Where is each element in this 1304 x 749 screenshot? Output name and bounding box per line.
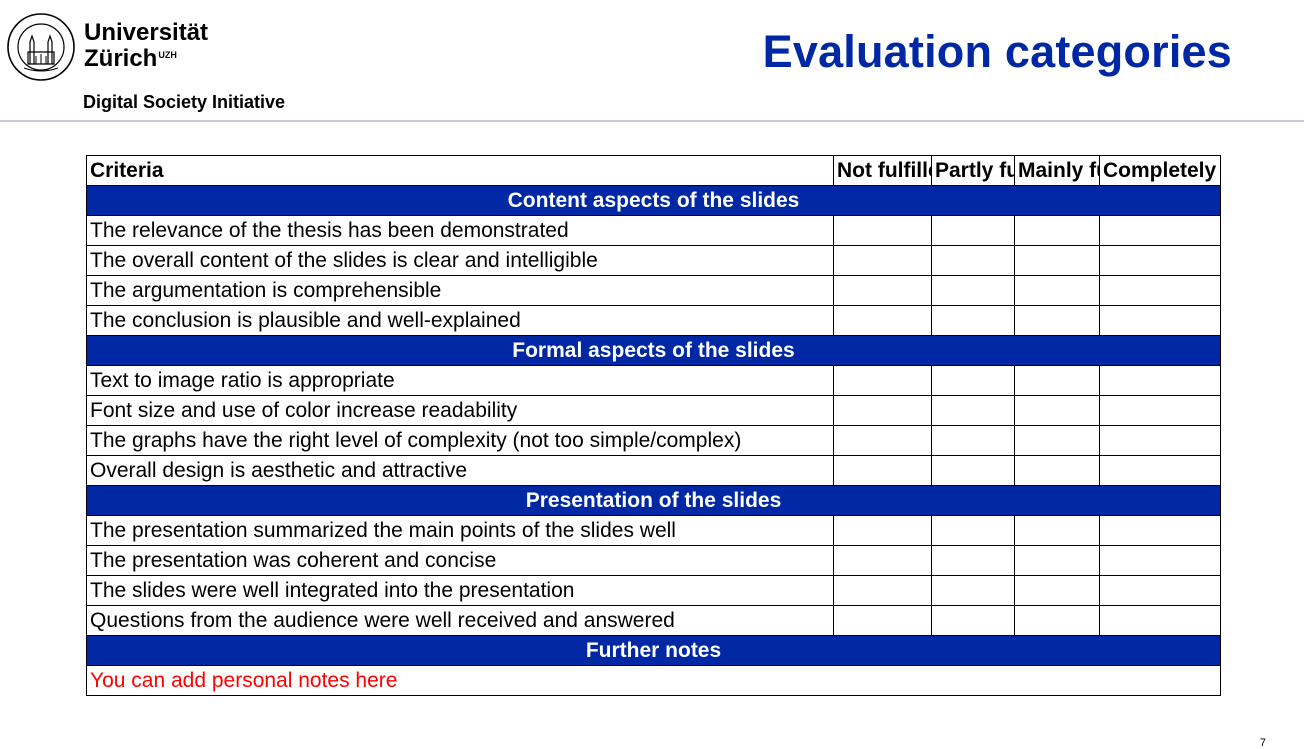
table-row: The presentation was coherent and concis… xyxy=(86,545,1221,576)
table-header-row: Criteria Not fulfilled Partly fulfilled … xyxy=(86,155,1221,186)
rating-cell-completely-fulfilled[interactable] xyxy=(1099,515,1221,546)
rating-cell-mainly-fulfilled[interactable] xyxy=(1014,545,1100,576)
notes-field[interactable]: You can add personal notes here xyxy=(86,665,1221,696)
section-title: Presentation of the slides xyxy=(86,485,1221,516)
rating-cell-mainly-fulfilled[interactable] xyxy=(1014,395,1100,426)
table-row: Questions from the audience were well re… xyxy=(86,605,1221,636)
rating-cell-partly-fulfilled[interactable] xyxy=(931,515,1015,546)
table-row: The slides were well integrated into the… xyxy=(86,575,1221,606)
section-header-row: Presentation of the slides xyxy=(86,485,1221,516)
rating-cell-completely-fulfilled[interactable] xyxy=(1099,545,1221,576)
rating-cell-mainly-fulfilled[interactable] xyxy=(1014,425,1100,456)
table-row: The relevance of the thesis has been dem… xyxy=(86,215,1221,246)
university-seal-logo xyxy=(7,13,75,81)
slide-title: Evaluation categories xyxy=(762,26,1232,77)
rating-cell-not-fulfilled[interactable] xyxy=(833,425,932,456)
rating-cell-partly-fulfilled[interactable] xyxy=(931,215,1015,246)
column-header-completely-fulfilled: Completely fulfilled xyxy=(1099,155,1221,186)
table-row: Font size and use of color increase read… xyxy=(86,395,1221,426)
rating-cell-not-fulfilled[interactable] xyxy=(833,245,932,276)
criterion-label: The graphs have the right level of compl… xyxy=(86,425,834,456)
criterion-label: The presentation was coherent and concis… xyxy=(86,545,834,576)
section-title: Content aspects of the slides xyxy=(86,185,1221,216)
notes-header: Further notes xyxy=(86,635,1221,666)
notes-header-row: Further notes xyxy=(86,635,1221,666)
rating-cell-not-fulfilled[interactable] xyxy=(833,275,932,306)
rating-cell-partly-fulfilled[interactable] xyxy=(931,605,1015,636)
rating-cell-completely-fulfilled[interactable] xyxy=(1099,395,1221,426)
rating-cell-completely-fulfilled[interactable] xyxy=(1099,305,1221,336)
rating-cell-mainly-fulfilled[interactable] xyxy=(1014,605,1100,636)
rating-cell-not-fulfilled[interactable] xyxy=(833,545,932,576)
rating-cell-partly-fulfilled[interactable] xyxy=(931,305,1015,336)
initiative-name: Digital Society Initiative xyxy=(83,92,286,112)
table-row: The presentation summarized the main poi… xyxy=(86,515,1221,546)
section-title: Formal aspects of the slides xyxy=(86,335,1221,366)
university-city: Zürich xyxy=(84,45,158,72)
table-row: Overall design is aesthetic and attracti… xyxy=(86,455,1221,486)
university-name: Universität ZürichUZH xyxy=(84,20,208,72)
rating-cell-completely-fulfilled[interactable] xyxy=(1099,455,1221,486)
criterion-label: Overall design is aesthetic and attracti… xyxy=(86,455,834,486)
rating-cell-mainly-fulfilled[interactable] xyxy=(1014,575,1100,606)
criterion-label: The relevance of the thesis has been dem… xyxy=(86,215,834,246)
rating-cell-not-fulfilled[interactable] xyxy=(833,455,932,486)
rating-cell-completely-fulfilled[interactable] xyxy=(1099,425,1221,456)
rating-cell-completely-fulfilled[interactable] xyxy=(1099,575,1221,606)
column-header-not-fulfilled: Not fulfilled xyxy=(833,155,932,186)
university-abbrev: UZH xyxy=(158,50,177,60)
rating-cell-partly-fulfilled[interactable] xyxy=(931,365,1015,396)
section-header-row: Formal aspects of the slides xyxy=(86,335,1221,366)
criterion-label: The argumentation is comprehensible xyxy=(86,275,834,306)
rating-cell-not-fulfilled[interactable] xyxy=(833,365,932,396)
rating-cell-not-fulfilled[interactable] xyxy=(833,215,932,246)
rating-cell-completely-fulfilled[interactable] xyxy=(1099,275,1221,306)
evaluation-table: Criteria Not fulfilled Partly fulfilled … xyxy=(86,155,1221,696)
rating-cell-mainly-fulfilled[interactable] xyxy=(1014,245,1100,276)
criterion-label: The slides were well integrated into the… xyxy=(86,575,834,606)
rating-cell-not-fulfilled[interactable] xyxy=(833,515,932,546)
rating-cell-mainly-fulfilled[interactable] xyxy=(1014,305,1100,336)
rating-cell-completely-fulfilled[interactable] xyxy=(1099,245,1221,276)
header-divider xyxy=(0,120,1304,122)
table-row: Text to image ratio is appropriate xyxy=(86,365,1221,396)
table-row: The conclusion is plausible and well-exp… xyxy=(86,305,1221,336)
page-number: 7 xyxy=(1259,737,1266,749)
university-name-line2: ZürichUZH xyxy=(84,46,208,72)
table-row: The graphs have the right level of compl… xyxy=(86,425,1221,456)
rating-cell-not-fulfilled[interactable] xyxy=(833,605,932,636)
rating-cell-not-fulfilled[interactable] xyxy=(833,305,932,336)
rating-cell-partly-fulfilled[interactable] xyxy=(931,395,1015,426)
rating-cell-partly-fulfilled[interactable] xyxy=(931,575,1015,606)
rating-cell-partly-fulfilled[interactable] xyxy=(931,545,1015,576)
rating-cell-partly-fulfilled[interactable] xyxy=(931,245,1015,276)
notes-row: You can add personal notes here xyxy=(86,665,1221,696)
rating-cell-completely-fulfilled[interactable] xyxy=(1099,365,1221,396)
rating-cell-completely-fulfilled[interactable] xyxy=(1099,605,1221,636)
rating-cell-not-fulfilled[interactable] xyxy=(833,575,932,606)
criterion-label: Font size and use of color increase read… xyxy=(86,395,834,426)
column-header-mainly-fulfilled: Mainly fulfilled xyxy=(1014,155,1100,186)
rating-cell-partly-fulfilled[interactable] xyxy=(931,455,1015,486)
rating-cell-mainly-fulfilled[interactable] xyxy=(1014,515,1100,546)
rating-cell-mainly-fulfilled[interactable] xyxy=(1014,215,1100,246)
rating-cell-mainly-fulfilled[interactable] xyxy=(1014,275,1100,306)
rating-cell-completely-fulfilled[interactable] xyxy=(1099,215,1221,246)
rating-cell-mainly-fulfilled[interactable] xyxy=(1014,365,1100,396)
column-header-partly-fulfilled: Partly fulfilled xyxy=(931,155,1015,186)
rating-cell-not-fulfilled[interactable] xyxy=(833,395,932,426)
rating-cell-partly-fulfilled[interactable] xyxy=(931,275,1015,306)
university-name-line1: Universität xyxy=(84,19,209,46)
criterion-label: Questions from the audience were well re… xyxy=(86,605,834,636)
criterion-label: The presentation summarized the main poi… xyxy=(86,515,834,546)
criterion-label: The overall content of the slides is cle… xyxy=(86,245,834,276)
rating-cell-mainly-fulfilled[interactable] xyxy=(1014,455,1100,486)
table-row: The argumentation is comprehensible xyxy=(86,275,1221,306)
criterion-label: The conclusion is plausible and well-exp… xyxy=(86,305,834,336)
section-header-row: Content aspects of the slides xyxy=(86,185,1221,216)
criteria-header: Criteria xyxy=(86,155,834,186)
criterion-label: Text to image ratio is appropriate xyxy=(86,365,834,396)
table-row: The overall content of the slides is cle… xyxy=(86,245,1221,276)
rating-cell-partly-fulfilled[interactable] xyxy=(931,425,1015,456)
